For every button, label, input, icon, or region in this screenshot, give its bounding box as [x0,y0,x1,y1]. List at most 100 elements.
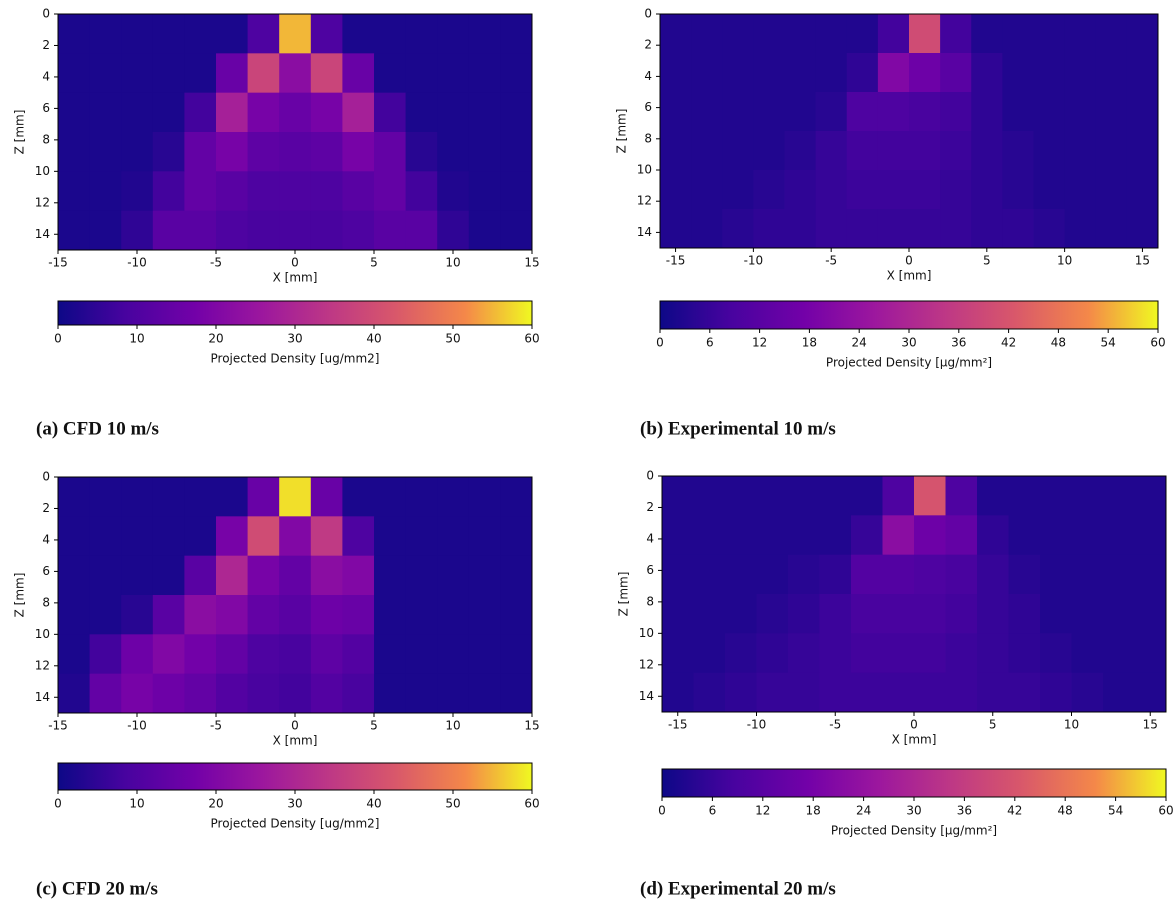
heat-cell [58,516,90,556]
heat-cell [1127,170,1159,210]
y-tick-label: 4 [42,69,50,83]
heat-cell [1040,555,1072,595]
heat-cell [1040,476,1072,516]
heat-cell [121,516,153,556]
heat-cell [90,674,122,714]
heat-cell [500,211,532,251]
heat-cell [153,171,185,211]
x-axis-label: X [mm] [887,269,932,283]
y-axis-label: Z [mm] [617,572,631,617]
heat-cell [500,516,532,556]
x-tick-label: -15 [48,256,68,270]
heat-cell [248,211,280,251]
x-tick-label: 5 [989,718,997,732]
colorbar-tick-label: 36 [951,336,966,350]
heat-cell [1002,14,1034,54]
colorbar-tick-label: 30 [287,332,302,346]
heat-cell [1103,673,1135,713]
heat-cell [121,171,153,211]
heat-cell [279,634,311,674]
colorbar-tick-label: 36 [957,804,972,818]
heat-cell [722,209,754,249]
y-tick-label: 10 [639,626,654,640]
heat-cell [90,93,122,133]
heat-cell [878,92,910,132]
heat-cell [914,594,946,634]
y-tick-label: 8 [42,595,50,609]
heat-cell [753,92,785,132]
heat-cell [437,14,469,54]
x-axis-label: X [mm] [273,734,318,748]
heat-cell [279,674,311,714]
heat-cell [785,53,817,93]
x-tick-label: 0 [291,719,299,733]
heat-cell [847,53,879,93]
heat-cell [216,53,248,93]
heat-cell [437,595,469,635]
heat-cell [121,211,153,251]
colorbar-tick-label: 48 [1058,804,1073,818]
heat-cell [722,14,754,54]
heat-cell [406,595,438,635]
heat-cell [757,594,789,634]
heat-cell [374,634,406,674]
heat-cell [58,674,90,714]
heat-cell [58,211,90,251]
heat-cell [909,92,941,132]
heat-cell [691,53,723,93]
heat-cell [847,14,879,54]
heat-cell [184,477,216,517]
y-tick-label: 12 [637,194,652,208]
heat-cell [847,92,879,132]
colorbar-tick-label: 60 [1158,804,1173,818]
heat-cell [311,211,343,251]
colorbar-tick-label: 10 [129,797,144,811]
heat-cell [342,211,374,251]
heat-cell [406,477,438,517]
heat-cell [785,92,817,132]
heat-cell [1040,673,1072,713]
heat-cell [279,556,311,596]
heat-cell [406,132,438,172]
caption: (a) CFD 10 m/s [36,418,159,439]
heat-cell [153,53,185,93]
heat-cell [279,477,311,517]
colorbar-tick-label: 42 [1007,804,1022,818]
heat-cell [971,14,1003,54]
heat-cell [1127,131,1159,171]
heat-cell [469,595,501,635]
heat-cell [342,634,374,674]
heat-cell [851,673,883,713]
heat-cell [500,93,532,133]
heat-cell [374,14,406,54]
heat-cell [216,516,248,556]
heat-cell [971,209,1003,249]
heat-cell [757,476,789,516]
heat-cell [946,555,978,595]
colorbar-tick-label: 60 [1150,336,1165,350]
heat-cell [816,131,848,171]
colorbar-label: Projected Density [ug/mm2] [211,817,380,831]
colorbar-tick-label: 40 [366,797,381,811]
heat-cell [878,170,910,210]
heat-cell [216,477,248,517]
heat-cell [279,211,311,251]
heat-cell [216,93,248,133]
heat-cell [662,594,694,634]
heat-cell [878,53,910,93]
y-tick-label: 8 [644,131,652,145]
heat-cell [977,515,1009,555]
heat-cell [469,477,501,517]
heat-cell [90,634,122,674]
y-tick-label: 10 [35,164,50,178]
heat-cell [753,131,785,171]
heat-cell [153,634,185,674]
y-tick-label: 2 [646,500,654,514]
heat-cell [121,53,153,93]
heat-cell [785,14,817,54]
x-tick-label: -5 [210,719,222,733]
heat-cell [851,515,883,555]
heat-cell [788,594,820,634]
heat-cell [1127,53,1159,93]
heat-cell [1034,170,1066,210]
